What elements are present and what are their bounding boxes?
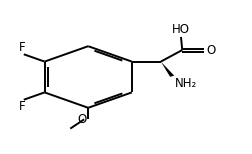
- Text: O: O: [78, 113, 87, 126]
- Text: methyl: methyl: [0, 153, 1, 154]
- Polygon shape: [161, 62, 174, 77]
- Text: F: F: [18, 101, 25, 113]
- Text: O: O: [207, 44, 216, 57]
- Text: methyl2: methyl2: [0, 153, 1, 154]
- Text: HO: HO: [172, 23, 190, 36]
- Text: methyl_REMOVE: methyl_REMOVE: [0, 153, 1, 154]
- Text: methyl_text: methyl_text: [0, 153, 1, 154]
- Text: methyl_x: methyl_x: [0, 153, 1, 154]
- Text: NH₂: NH₂: [175, 77, 197, 90]
- Text: F: F: [18, 41, 25, 54]
